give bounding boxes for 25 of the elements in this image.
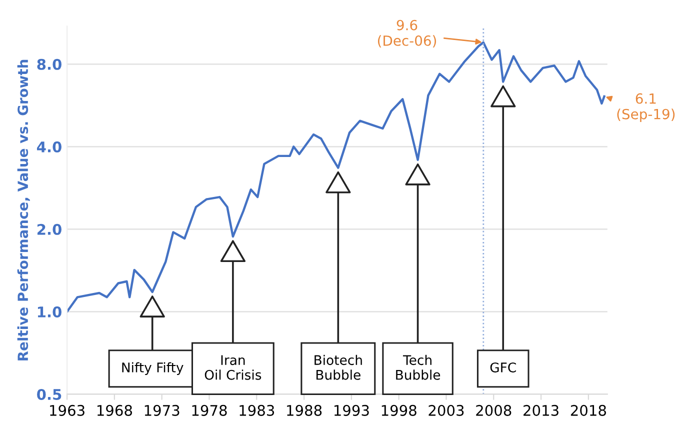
annotation: Tech Bubble [396,354,440,380]
y-tick-label: 2.0 [37,224,62,235]
x-tick-label: 1968 [97,404,132,416]
x-tick-label: 1963 [50,404,84,416]
x-tick-label: 1993 [334,404,369,416]
annotation: 6.1 (Sep-19) [617,93,675,122]
annotation: GFC [490,362,516,372]
annotation: 9.6 (Dec-06) [378,20,436,48]
x-tick-label: 2013 [524,404,558,416]
x-tick-label: 2018 [570,404,606,416]
x-tick-label: 1988 [287,404,322,416]
annotation: Nifty Fifty [122,362,184,376]
y-tick-label: 0.5 [37,388,62,400]
x-tick-label: 1998 [382,404,416,416]
y-tick-label: 8.0 [37,58,62,70]
x-tick-label: 2008 [476,404,512,416]
x-tick-label: 1978 [192,404,227,416]
annotation: Biotech Bubble [314,354,362,380]
y-tick-label: 4.0 [36,141,62,152]
y-tick-label: 1.0 [38,306,62,318]
x-tick-label: 1983 [240,404,274,416]
annotation: Iran Oil Crisis [204,355,262,380]
x-tick-label: 1973 [144,404,180,416]
y-axis-title: Reltive Performance, Value vs. Growth [17,60,30,360]
x-tick-label: 2003 [428,404,464,416]
